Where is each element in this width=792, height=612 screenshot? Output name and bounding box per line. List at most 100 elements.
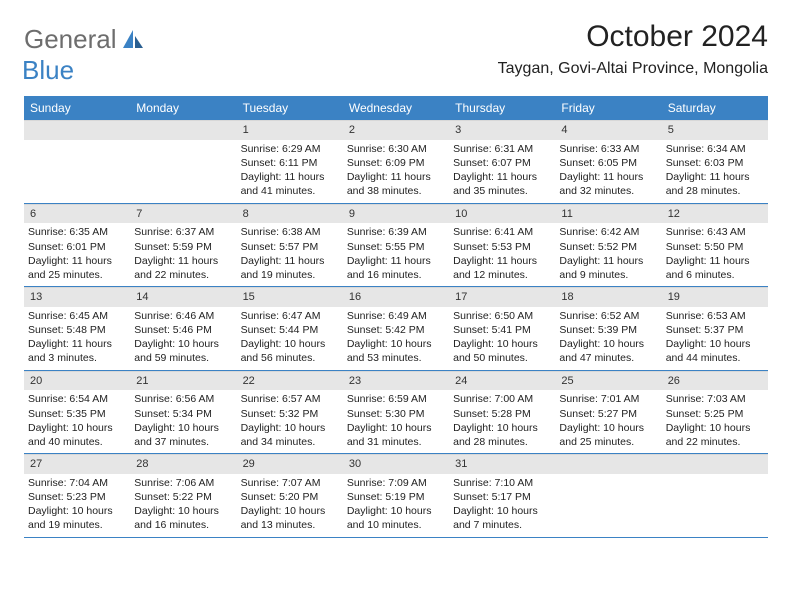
day-cell: 2Sunrise: 6:30 AMSunset: 6:09 PMDaylight…: [343, 120, 449, 203]
day-content: Sunrise: 6:30 AMSunset: 6:09 PMDaylight:…: [343, 140, 449, 203]
day2-text: and 35 minutes.: [453, 184, 551, 198]
day-number: 21: [130, 371, 236, 391]
day-number: [662, 454, 768, 474]
day2-text: and 32 minutes.: [559, 184, 657, 198]
day2-text: and 22 minutes.: [134, 268, 232, 282]
day-content: Sunrise: 6:46 AMSunset: 5:46 PMDaylight:…: [130, 307, 236, 370]
sunset-text: Sunset: 5:55 PM: [347, 240, 445, 254]
sunrise-text: Sunrise: 6:45 AM: [28, 309, 126, 323]
day-cell: 8Sunrise: 6:38 AMSunset: 5:57 PMDaylight…: [237, 204, 343, 287]
sunset-text: Sunset: 5:52 PM: [559, 240, 657, 254]
day-number: [130, 120, 236, 140]
sunset-text: Sunset: 5:46 PM: [134, 323, 232, 337]
day1-text: Daylight: 10 hours: [347, 337, 445, 351]
day-cell: 3Sunrise: 6:31 AMSunset: 6:07 PMDaylight…: [449, 120, 555, 203]
day2-text: and 50 minutes.: [453, 351, 551, 365]
sunrise-text: Sunrise: 6:46 AM: [134, 309, 232, 323]
sunset-text: Sunset: 5:32 PM: [241, 407, 339, 421]
day-cell: 25Sunrise: 7:01 AMSunset: 5:27 PMDayligh…: [555, 371, 661, 454]
sunrise-text: Sunrise: 7:06 AM: [134, 476, 232, 490]
header: General Blue October 2024 Taygan, Govi-A…: [24, 20, 768, 86]
day-content: Sunrise: 6:57 AMSunset: 5:32 PMDaylight:…: [237, 390, 343, 453]
day-number: 1: [237, 120, 343, 140]
day-content: Sunrise: 6:29 AMSunset: 6:11 PMDaylight:…: [237, 140, 343, 203]
sunrise-text: Sunrise: 6:54 AM: [28, 392, 126, 406]
sunrise-text: Sunrise: 6:52 AM: [559, 309, 657, 323]
day1-text: Daylight: 11 hours: [666, 254, 764, 268]
weekday-cell: Friday: [555, 96, 661, 120]
sunrise-text: Sunrise: 6:50 AM: [453, 309, 551, 323]
day-number: 7: [130, 204, 236, 224]
sunrise-text: Sunrise: 6:56 AM: [134, 392, 232, 406]
sunset-text: Sunset: 5:30 PM: [347, 407, 445, 421]
day-content: Sunrise: 6:42 AMSunset: 5:52 PMDaylight:…: [555, 223, 661, 286]
day1-text: Daylight: 11 hours: [666, 170, 764, 184]
day1-text: Daylight: 10 hours: [28, 421, 126, 435]
sunrise-text: Sunrise: 6:34 AM: [666, 142, 764, 156]
day-content: Sunrise: 6:34 AMSunset: 6:03 PMDaylight:…: [662, 140, 768, 203]
week-row: 1Sunrise: 6:29 AMSunset: 6:11 PMDaylight…: [24, 120, 768, 204]
day-number: 26: [662, 371, 768, 391]
day2-text: and 6 minutes.: [666, 268, 764, 282]
day1-text: Daylight: 10 hours: [559, 337, 657, 351]
day-cell: 6Sunrise: 6:35 AMSunset: 6:01 PMDaylight…: [24, 204, 130, 287]
sunrise-text: Sunrise: 6:39 AM: [347, 225, 445, 239]
day-content: Sunrise: 7:03 AMSunset: 5:25 PMDaylight:…: [662, 390, 768, 453]
sunrise-text: Sunrise: 6:57 AM: [241, 392, 339, 406]
day-cell: 18Sunrise: 6:52 AMSunset: 5:39 PMDayligh…: [555, 287, 661, 370]
sunset-text: Sunset: 5:44 PM: [241, 323, 339, 337]
day-number: 24: [449, 371, 555, 391]
day-cell: 24Sunrise: 7:00 AMSunset: 5:28 PMDayligh…: [449, 371, 555, 454]
logo-sail-icon: [123, 30, 145, 48]
day1-text: Daylight: 11 hours: [559, 254, 657, 268]
day-cell: 28Sunrise: 7:06 AMSunset: 5:22 PMDayligh…: [130, 454, 236, 537]
sunset-text: Sunset: 5:48 PM: [28, 323, 126, 337]
weekday-row: SundayMondayTuesdayWednesdayThursdayFrid…: [24, 96, 768, 120]
day-number: 4: [555, 120, 661, 140]
day-cell: 11Sunrise: 6:42 AMSunset: 5:52 PMDayligh…: [555, 204, 661, 287]
day-content: Sunrise: 6:43 AMSunset: 5:50 PMDaylight:…: [662, 223, 768, 286]
logo: General Blue: [24, 24, 145, 86]
day-number: 27: [24, 454, 130, 474]
day1-text: Daylight: 11 hours: [28, 254, 126, 268]
day-number: 30: [343, 454, 449, 474]
sunrise-text: Sunrise: 7:00 AM: [453, 392, 551, 406]
day-cell: 19Sunrise: 6:53 AMSunset: 5:37 PMDayligh…: [662, 287, 768, 370]
day1-text: Daylight: 11 hours: [347, 254, 445, 268]
day-content: Sunrise: 6:45 AMSunset: 5:48 PMDaylight:…: [24, 307, 130, 370]
sunrise-text: Sunrise: 7:09 AM: [347, 476, 445, 490]
sunrise-text: Sunrise: 6:37 AM: [134, 225, 232, 239]
sunset-text: Sunset: 5:50 PM: [666, 240, 764, 254]
day-cell: 27Sunrise: 7:04 AMSunset: 5:23 PMDayligh…: [24, 454, 130, 537]
day-content: Sunrise: 7:07 AMSunset: 5:20 PMDaylight:…: [237, 474, 343, 537]
week-row: 27Sunrise: 7:04 AMSunset: 5:23 PMDayligh…: [24, 454, 768, 538]
day-content: Sunrise: 7:09 AMSunset: 5:19 PMDaylight:…: [343, 474, 449, 537]
day-content: Sunrise: 7:00 AMSunset: 5:28 PMDaylight:…: [449, 390, 555, 453]
sunrise-text: Sunrise: 6:31 AM: [453, 142, 551, 156]
sunset-text: Sunset: 6:01 PM: [28, 240, 126, 254]
day-number: 16: [343, 287, 449, 307]
day-content: Sunrise: 7:01 AMSunset: 5:27 PMDaylight:…: [555, 390, 661, 453]
day1-text: Daylight: 11 hours: [347, 170, 445, 184]
day2-text: and 16 minutes.: [134, 518, 232, 532]
day-number: 10: [449, 204, 555, 224]
day1-text: Daylight: 10 hours: [241, 337, 339, 351]
day1-text: Daylight: 11 hours: [28, 337, 126, 351]
sunset-text: Sunset: 5:41 PM: [453, 323, 551, 337]
day2-text: and 31 minutes.: [347, 435, 445, 449]
sunset-text: Sunset: 5:42 PM: [347, 323, 445, 337]
day2-text: and 19 minutes.: [28, 518, 126, 532]
day-content: Sunrise: 6:47 AMSunset: 5:44 PMDaylight:…: [237, 307, 343, 370]
day-cell: 31Sunrise: 7:10 AMSunset: 5:17 PMDayligh…: [449, 454, 555, 537]
day1-text: Daylight: 10 hours: [347, 504, 445, 518]
day1-text: Daylight: 10 hours: [453, 504, 551, 518]
day2-text: and 16 minutes.: [347, 268, 445, 282]
day-number: [555, 454, 661, 474]
day1-text: Daylight: 11 hours: [453, 170, 551, 184]
day-content: Sunrise: 6:50 AMSunset: 5:41 PMDaylight:…: [449, 307, 555, 370]
day-content: Sunrise: 7:10 AMSunset: 5:17 PMDaylight:…: [449, 474, 555, 537]
sunrise-text: Sunrise: 6:49 AM: [347, 309, 445, 323]
day2-text: and 40 minutes.: [28, 435, 126, 449]
day-number: 19: [662, 287, 768, 307]
day2-text: and 47 minutes.: [559, 351, 657, 365]
